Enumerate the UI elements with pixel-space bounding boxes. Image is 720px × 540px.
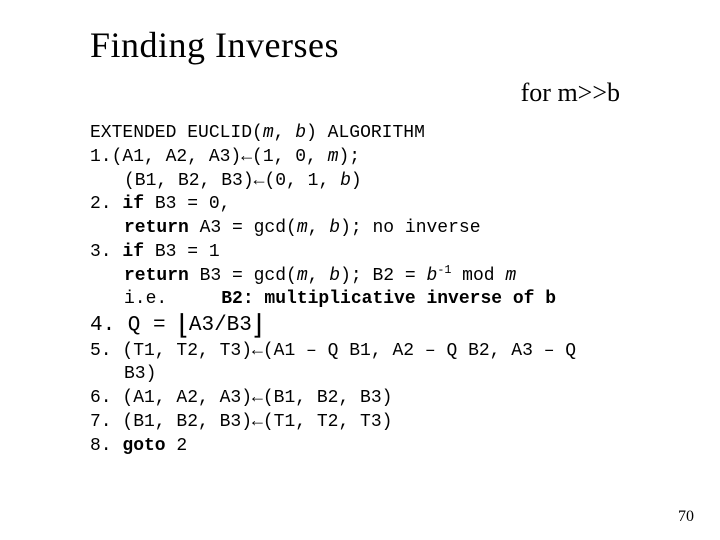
slide-subtitle: for m>>b: [521, 78, 620, 108]
algo-line-3b: return B3 = gcd(m, b); B2 = b-1 mod m: [90, 265, 680, 289]
left-arrow-icon: ←: [254, 171, 265, 191]
algo-line-5: 5. (T1, T2, T3)←(A1 – Q B1, A2 – Q B2, A…: [90, 340, 680, 364]
text: EXTENDED EUCLID(: [90, 123, 263, 143]
page-number: 70: [678, 508, 694, 526]
var-b: b: [295, 123, 306, 143]
left-arrow-icon: ←: [241, 147, 252, 167]
left-arrow-icon: ←: [252, 412, 263, 432]
text: ); B2 =: [340, 266, 426, 286]
text: i.e.: [124, 289, 221, 309]
var-m: m: [263, 123, 274, 143]
text: A3/B3: [189, 314, 252, 337]
text: 7. (B1, B2, B3): [90, 412, 252, 432]
text: ); no inverse: [340, 218, 480, 238]
floor-right-icon: ⌋: [252, 310, 263, 340]
text: 8.: [90, 436, 122, 456]
var-m: m: [297, 266, 308, 286]
text: 2: [166, 436, 188, 456]
text: (B1, B2, B3): [263, 388, 393, 408]
algo-line-8: 8. goto 2: [90, 435, 680, 459]
var-b: b: [427, 266, 438, 286]
left-arrow-icon: ←: [252, 341, 263, 361]
left-arrow-icon: ←: [252, 388, 263, 408]
keyword-goto: goto: [122, 436, 165, 456]
text: (B1, B2, B3): [124, 171, 254, 191]
text: B3): [124, 364, 156, 384]
text: 1.(A1, A2, A3): [90, 147, 241, 167]
text: 5. (T1, T2, T3): [90, 341, 252, 361]
text: B3 = 1: [144, 242, 220, 262]
keyword-return: return: [124, 266, 189, 286]
text: (1, 0,: [252, 147, 328, 167]
keyword-return: return: [124, 218, 189, 238]
algorithm-block: EXTENDED EUCLID(m, b) ALGORITHM 1.(A1, A…: [90, 122, 680, 458]
text: ) ALGORITHM: [306, 123, 425, 143]
var-b: b: [340, 171, 351, 191]
text: ,: [274, 123, 296, 143]
text: ): [351, 171, 362, 191]
var-m: m: [505, 266, 516, 286]
slide: Finding Inverses for m>>b EXTENDED EUCLI…: [0, 0, 720, 540]
text: (T1, T2, T3): [263, 412, 393, 432]
algo-line-3c: i.e. B2: multiplicative inverse of b: [90, 288, 680, 312]
algo-line-1b: (B1, B2, B3)←(0, 1, b): [90, 170, 680, 194]
keyword-if: if: [122, 242, 144, 262]
algo-line-3: 3. if B3 = 1: [90, 241, 680, 265]
algo-line-6: 6. (A1, A2, A3)←(B1, B2, B3): [90, 387, 680, 411]
var-b: b: [329, 266, 340, 286]
text: A3 = gcd(: [189, 218, 297, 238]
var-m: m: [297, 218, 308, 238]
var-b: b: [329, 218, 340, 238]
slide-title: Finding Inverses: [90, 24, 680, 66]
algo-line-4: 4. Q = ⌊A3/B3⌋: [90, 312, 680, 340]
text: 4. Q =: [90, 314, 178, 337]
text: ,: [308, 266, 330, 286]
algo-line-5b: B3): [90, 363, 680, 387]
note-text: B2: multiplicative inverse of b: [221, 289, 556, 309]
text: 3.: [90, 242, 122, 262]
text: ,: [308, 218, 330, 238]
text: (0, 1,: [264, 171, 340, 191]
text: B3 = gcd(: [189, 266, 297, 286]
algo-line-7: 7. (B1, B2, B3)←(T1, T2, T3): [90, 411, 680, 435]
floor-left-icon: ⌊: [178, 310, 189, 340]
text: );: [338, 147, 360, 167]
text: mod: [451, 266, 505, 286]
algo-line-1: 1.(A1, A2, A3)←(1, 0, m);: [90, 146, 680, 170]
text: 2.: [90, 194, 122, 214]
text: B3 = 0,: [144, 194, 230, 214]
algo-header: EXTENDED EUCLID(m, b) ALGORITHM: [90, 122, 680, 146]
text: 6. (A1, A2, A3): [90, 388, 252, 408]
superscript: -1: [437, 263, 451, 277]
keyword-if: if: [122, 194, 144, 214]
algo-line-2: 2. if B3 = 0,: [90, 193, 680, 217]
text: (A1 – Q B1, A2 – Q B2, A3 – Q: [263, 341, 576, 361]
var-m: m: [328, 147, 339, 167]
algo-line-2b: return A3 = gcd(m, b); no inverse: [90, 217, 680, 241]
